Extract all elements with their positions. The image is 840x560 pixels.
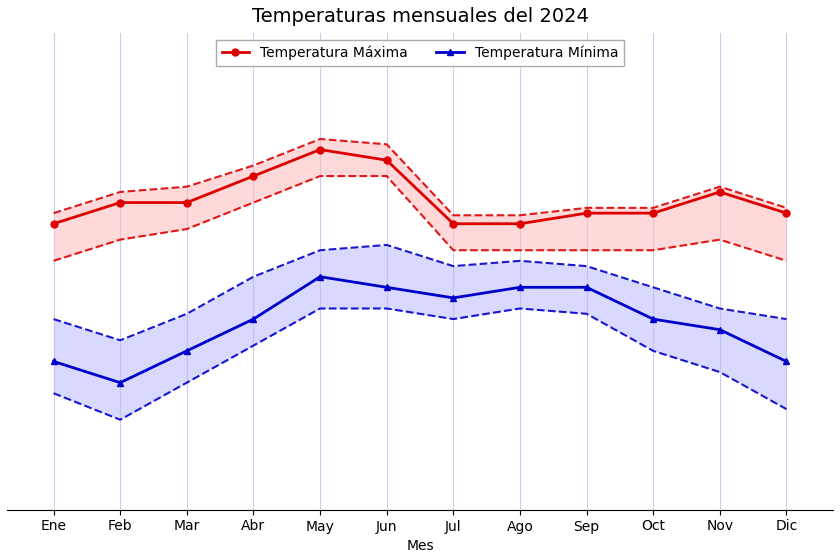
Title: Temperaturas mensuales del 2024: Temperaturas mensuales del 2024 <box>251 7 589 26</box>
Legend: Temperatura Máxima, Temperatura Mínima: Temperatura Máxima, Temperatura Mínima <box>216 40 624 66</box>
X-axis label: Mes: Mes <box>407 539 433 553</box>
